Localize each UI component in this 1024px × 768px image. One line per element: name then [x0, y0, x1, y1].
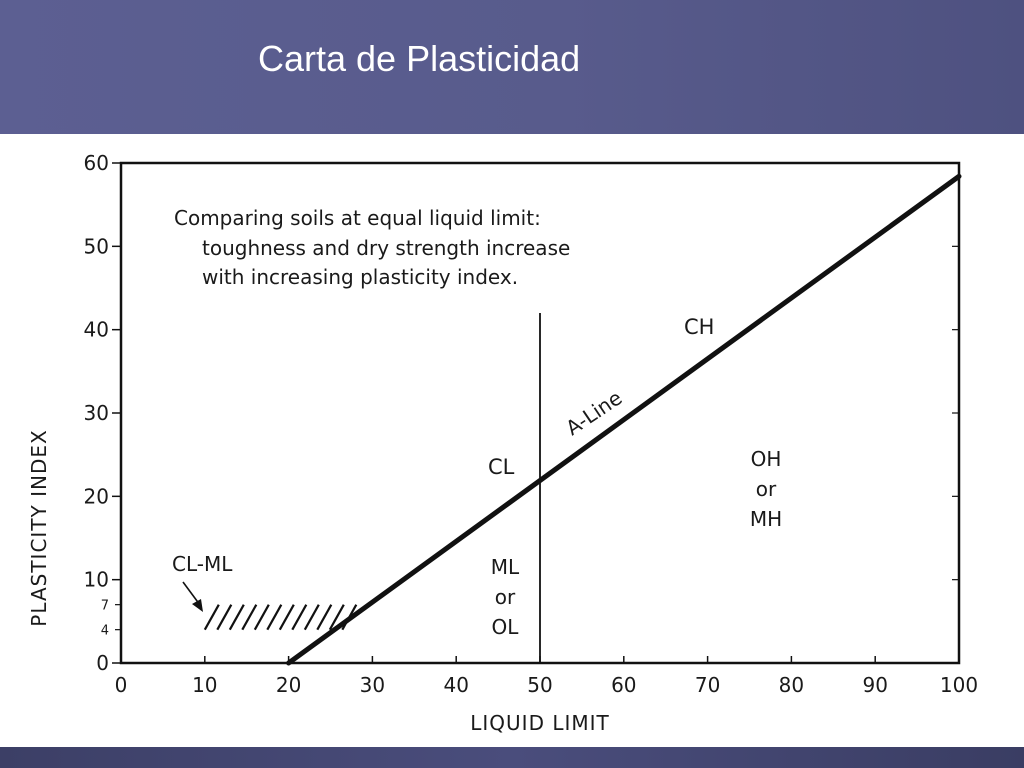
y-tick-label: 50 — [84, 234, 109, 258]
footer-bar — [0, 747, 1024, 768]
a-line-label: A-Line — [561, 385, 626, 440]
hatch-stroke — [203, 604, 220, 631]
cl-ml-arrowhead — [192, 599, 203, 612]
y-tick-label: 30 — [84, 401, 109, 425]
hatch-stroke — [316, 604, 333, 631]
note-line-3: with increasing plasticity index. — [202, 265, 518, 289]
x-tick-label: 80 — [779, 673, 804, 697]
zone-oh-or-label: or — [756, 477, 777, 501]
zone-ol-label: OL — [492, 615, 520, 639]
hatch-stroke — [328, 604, 345, 631]
zone-cl-label: CL — [488, 455, 515, 479]
y-tick-label: 20 — [84, 484, 109, 508]
x-tick-label: 10 — [192, 673, 217, 697]
a-line — [286, 173, 962, 666]
zone-ml-label: ML — [491, 555, 520, 579]
hatch-stroke — [303, 604, 320, 631]
slide-title: Carta de Plasticidad — [258, 38, 581, 79]
y-axis-label: PLASTICITY INDEX — [27, 429, 51, 626]
zone-oh-label: OH — [751, 447, 782, 471]
note-line-2: toughness and dry strength increase — [202, 236, 570, 260]
hatch-stroke — [228, 604, 245, 631]
x-tick-label: 20 — [276, 673, 301, 697]
x-tick-label: 60 — [611, 673, 636, 697]
zone-ch-label: CH — [684, 315, 714, 339]
header-bar — [0, 0, 1024, 134]
y-tick-label: 40 — [84, 318, 109, 342]
x-tick-label: 40 — [443, 673, 468, 697]
hatch-stroke — [278, 604, 295, 631]
hatch-stroke — [253, 604, 270, 631]
y-minor-tick-label: 7 — [101, 599, 109, 614]
x-tick-label: 0 — [115, 673, 128, 697]
x-axis-label: LIQUID LIMIT — [470, 711, 610, 735]
hatch-stroke — [291, 604, 308, 631]
plasticity-chart: 0 10 20 30 40 50 60 70 80 90 100 0 10 20 30 40 50 60 4 7 Co… — [27, 151, 979, 735]
x-tick-label: 50 — [527, 673, 552, 697]
x-tick-label: 30 — [360, 673, 385, 697]
x-tick-label: 100 — [940, 673, 978, 697]
y-tick-label: 0 — [96, 651, 109, 675]
hatch-stroke — [266, 604, 283, 631]
y-tick-label: 60 — [84, 151, 109, 175]
cl-ml-hatch — [203, 604, 358, 631]
ticks-layer: 0 10 20 30 40 50 60 70 80 90 100 0 10 20 30 40 50 60 4 7 — [84, 151, 979, 697]
x-tick-label: 90 — [862, 673, 887, 697]
note-line-1: Comparing soils at equal liquid limit: — [174, 206, 541, 230]
zone-ml-or-label: or — [495, 585, 516, 609]
zone-mh-label: MH — [750, 507, 782, 531]
hatch-stroke — [241, 604, 258, 631]
y-minor-tick-label: 4 — [101, 624, 109, 639]
x-tick-label: 70 — [695, 673, 720, 697]
y-tick-label: 10 — [84, 568, 109, 592]
hatch-stroke — [216, 604, 233, 631]
cl-ml-label: CL-ML — [172, 552, 233, 576]
